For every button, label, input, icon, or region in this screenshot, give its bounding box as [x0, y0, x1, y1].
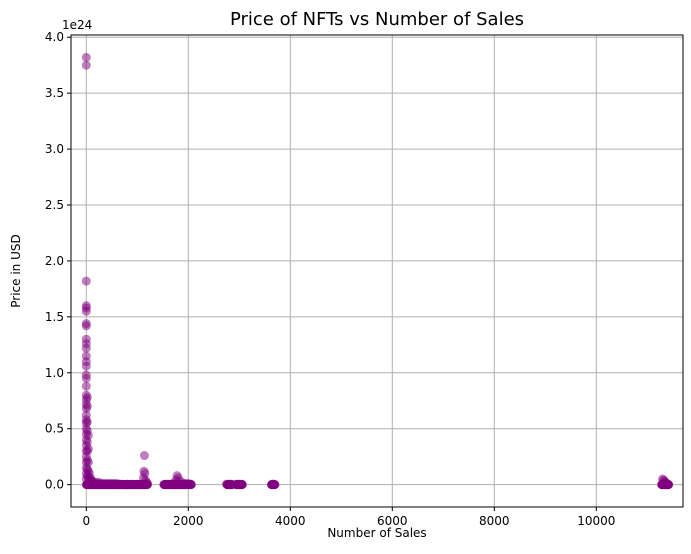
data-point: [83, 457, 93, 467]
data-point: [664, 480, 674, 490]
y-tick-label: 2.0: [45, 254, 64, 268]
grid-lines: [71, 35, 683, 507]
data-point: [82, 392, 92, 402]
y-tick-label: 3.5: [45, 86, 64, 100]
x-tick-label: 10000: [577, 514, 615, 528]
data-point: [81, 321, 91, 331]
data-point: [81, 343, 91, 353]
x-tick-label: 4000: [275, 514, 306, 528]
x-tick-label: 6000: [377, 514, 408, 528]
y-tick-label: 3.0: [45, 142, 64, 156]
data-point: [237, 480, 247, 490]
data-point: [270, 480, 280, 490]
data-point: [143, 480, 152, 490]
y-tick-label: 0.0: [45, 478, 64, 492]
plot-frame: [70, 34, 684, 508]
chart-title: Price of NFTs vs Number of Sales: [230, 9, 524, 30]
y-tick-label: 1.0: [45, 366, 64, 380]
data-point: [83, 444, 93, 454]
x-tick-label: 0: [82, 514, 90, 528]
y-axis-label: Price in USD: [9, 234, 23, 307]
x-tick-label: 2000: [173, 514, 204, 528]
data-point: [82, 437, 92, 447]
y-tick-label: 2.5: [45, 198, 64, 212]
data-point: [82, 401, 92, 411]
data-point: [81, 361, 91, 371]
y-tick-label: 1.5: [45, 310, 64, 324]
data-point: [82, 417, 92, 427]
data-point: [81, 60, 91, 70]
data-point: [81, 276, 91, 286]
data-point: [81, 306, 91, 316]
x-tick-label: 8000: [479, 514, 510, 528]
y-tick-label: 4.0: [45, 30, 64, 44]
data-point: [139, 451, 149, 461]
data-point: [81, 381, 91, 391]
data-point: [186, 480, 196, 490]
data-points: [81, 52, 674, 490]
y-axis-offset-label: 1e24: [62, 18, 92, 32]
x-axis-label: Number of Sales: [327, 526, 426, 540]
axis-ticks: 0 2000 4000 6000 8000 10000 0.0 0.5 1.0 1.5 2.0 2.5…: [45, 30, 615, 528]
data-point: [81, 373, 91, 383]
data-point: [81, 52, 91, 62]
y-tick-label: 0.5: [45, 422, 64, 436]
data-point: [83, 430, 93, 440]
